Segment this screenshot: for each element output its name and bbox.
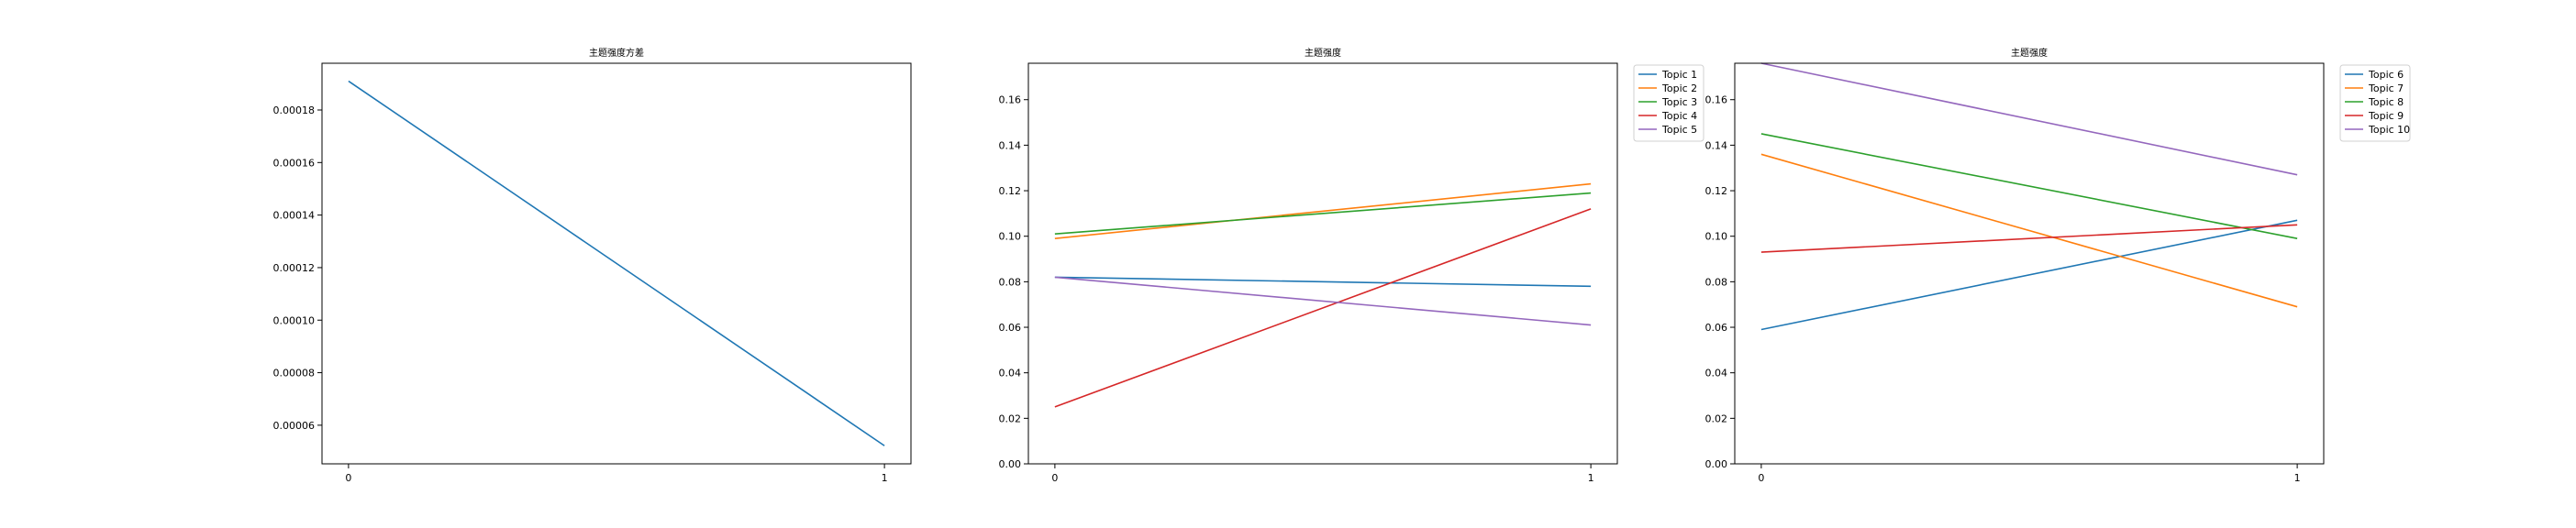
y-tick-label: 0.00012 bbox=[273, 262, 316, 274]
y-tick-label: 0.02 bbox=[1705, 412, 1728, 424]
y-tick-label: 0.00018 bbox=[273, 104, 316, 116]
y-tick-label: 0.06 bbox=[999, 322, 1022, 334]
chart-3: 主题强度 0 1 0.00 0.02 0.04 0.06 0.08 0.10 0.12 0.14 0.… bbox=[1705, 47, 2411, 484]
y-tick-label: 0.08 bbox=[1705, 276, 1728, 288]
legend-label: Topic 4 bbox=[1661, 110, 1697, 122]
legend-label: Topic 8 bbox=[2368, 96, 2404, 108]
y-tick-label: 0.00016 bbox=[273, 157, 316, 169]
series-line-topic-7 bbox=[1760, 153, 2298, 308]
chart-2: 主题强度 0 1 0.00 0.02 0.04 0.06 0.08 0.10 0.12 0.14 0.… bbox=[999, 47, 1704, 484]
x-tick-label: 1 bbox=[2294, 472, 2301, 484]
y-tick-label: 0.04 bbox=[999, 368, 1022, 380]
axes-frame bbox=[321, 62, 912, 465]
y-tick-label: 0.00006 bbox=[273, 420, 316, 432]
y-tick-label: 0.00010 bbox=[273, 314, 316, 326]
y-tick-label: 0.04 bbox=[1705, 368, 1728, 380]
series-line-topic-8 bbox=[1760, 133, 2298, 239]
legend-label: Topic 10 bbox=[2368, 124, 2410, 136]
y-tick-label: 0.02 bbox=[999, 412, 1022, 424]
series-line-topic-5 bbox=[1054, 276, 1592, 326]
y-tick-label: 0.12 bbox=[1705, 185, 1728, 197]
y-tick-label: 0.00014 bbox=[273, 210, 316, 222]
x-tick-label: 0 bbox=[345, 472, 351, 484]
legend-label: Topic 2 bbox=[1661, 82, 1697, 94]
y-tick-label: 0.00008 bbox=[273, 368, 316, 380]
x-tick-label: 0 bbox=[1051, 472, 1058, 484]
legend-label: Topic 3 bbox=[1661, 96, 1697, 108]
series-line-topic-3 bbox=[1054, 192, 1592, 236]
series-line-topic-9 bbox=[1760, 224, 2298, 253]
y-tick-label: 0.14 bbox=[1705, 139, 1728, 151]
chart-title: 主题强度方差 bbox=[589, 47, 644, 59]
y-tick-label: 0.08 bbox=[999, 276, 1022, 288]
legend-frame bbox=[2339, 64, 2411, 142]
legend-label: Topic 5 bbox=[1661, 124, 1697, 136]
chart-title: 主题强度 bbox=[2011, 47, 2048, 59]
legend-label: Topic 1 bbox=[1661, 69, 1697, 81]
chart-1: 主题强度方差 0 1 0.00006 0.00008 0.00010 0.00012 0.00… bbox=[273, 47, 912, 484]
legend-label: Topic 6 bbox=[2368, 69, 2404, 81]
legend-label: Topic 7 bbox=[2368, 82, 2404, 94]
y-tick-label: 0.14 bbox=[999, 139, 1022, 151]
x-tick-label: 0 bbox=[1758, 472, 1764, 484]
x-tick-label: 1 bbox=[882, 472, 888, 484]
axes-frame bbox=[1734, 62, 2325, 465]
series-line-topic-1 bbox=[1054, 276, 1592, 288]
y-tick-label: 0.12 bbox=[999, 185, 1022, 197]
y-tick-label: 0.16 bbox=[999, 94, 1022, 106]
axes-frame bbox=[1027, 62, 1618, 465]
y-tick-label: 0.00 bbox=[1705, 458, 1728, 470]
series-line-topic-2 bbox=[1054, 182, 1592, 239]
series-line-topic-4 bbox=[1054, 208, 1592, 408]
legend-label: Topic 9 bbox=[2368, 110, 2404, 122]
series-line-topic-6 bbox=[1760, 219, 2298, 331]
series-line-topic-10 bbox=[1760, 62, 2298, 176]
x-tick-label: 1 bbox=[1588, 472, 1594, 484]
y-tick-label: 0.06 bbox=[1705, 322, 1728, 334]
y-tick-label: 0.00 bbox=[999, 458, 1022, 470]
legend-frame bbox=[1633, 64, 1704, 142]
y-tick-label: 0.10 bbox=[1705, 231, 1728, 243]
series-line-1 bbox=[348, 80, 885, 446]
y-tick-label: 0.10 bbox=[999, 231, 1022, 243]
y-tick-label: 0.16 bbox=[1705, 94, 1728, 106]
chart-title: 主题强度 bbox=[1305, 47, 1341, 59]
